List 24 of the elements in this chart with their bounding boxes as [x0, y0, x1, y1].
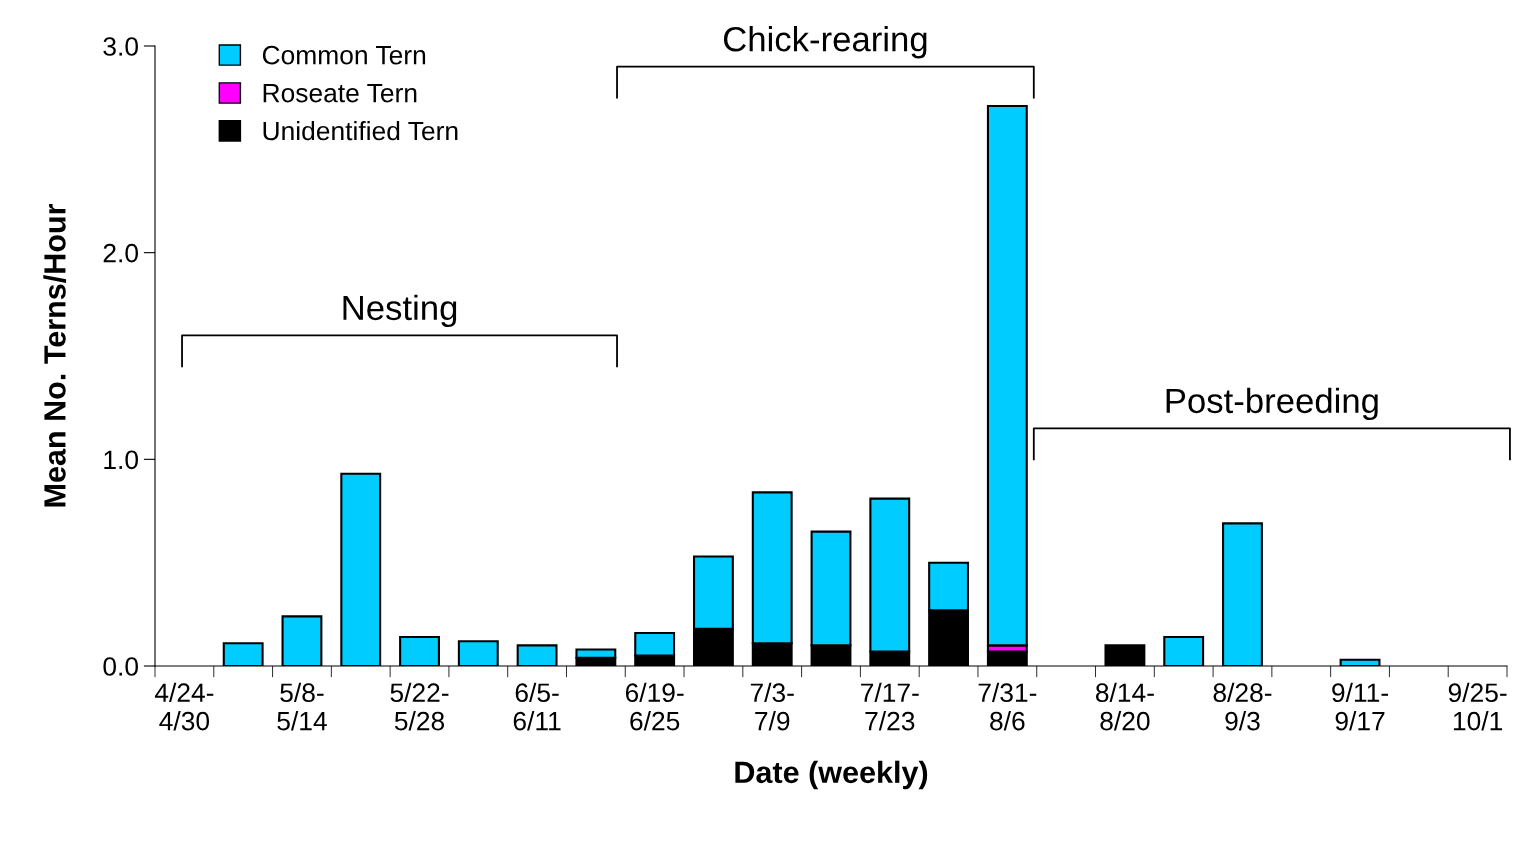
- annotation: Nesting: [343, 294, 457, 328]
- x-tick-label: 7/31- 8/6: [978, 682, 1037, 731]
- y-tick-label: 2.0: [103, 243, 138, 263]
- x-tick-label: 7/3- 7/9: [750, 682, 794, 731]
- x-tick-label: 6/5- 6/11: [513, 682, 561, 731]
- x-tick-label: 9/25- 10/1: [1448, 682, 1507, 731]
- y-tick-label: 3.0: [103, 37, 138, 56]
- y-axis-title: Mean No. Terns/Hour: [43, 203, 67, 507]
- x-tick-label: 7/17- 7/23: [861, 682, 919, 731]
- x-tick-label: 9/11- 9/17: [1332, 682, 1388, 731]
- legend-label: Common Tern: [262, 45, 426, 65]
- x-tick-label: 8/14- 8/20: [1095, 682, 1154, 731]
- x-tick-label: 6/19- 6/25: [625, 682, 684, 731]
- y-tick-label: 1.0: [104, 450, 138, 470]
- annotation: Chick-rearing: [723, 26, 927, 59]
- x-axis-title: Date (weekly): [735, 760, 928, 790]
- legend-label: Roseate Tern: [263, 83, 417, 103]
- legend-label: Unidentified Tern: [263, 120, 458, 141]
- annotation: Post-breeding: [1166, 387, 1378, 421]
- y-tick-label: 0.0: [103, 657, 138, 676]
- x-tick-label: 8/28- 9/3: [1213, 682, 1272, 731]
- x-tick-label: 4/24- 4/30: [154, 682, 214, 731]
- x-tick-label: 5/8- 5/14: [277, 682, 327, 731]
- x-tick-label: 5/22- 5/28: [390, 682, 449, 731]
